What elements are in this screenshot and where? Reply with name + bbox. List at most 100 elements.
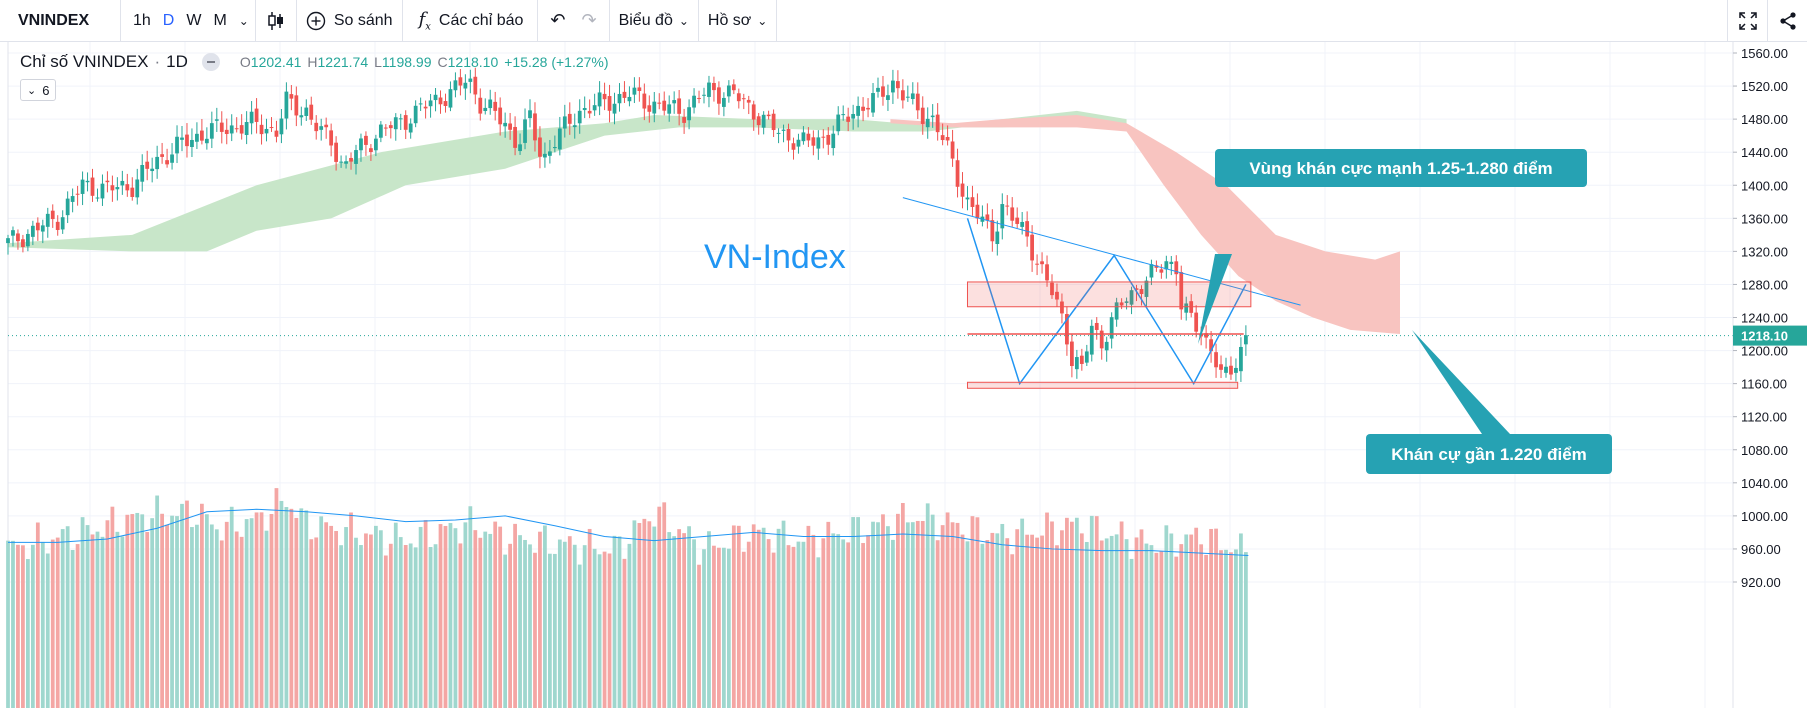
- interval-w[interactable]: W: [186, 11, 202, 29]
- candle-body: [627, 96, 632, 102]
- volume-bar: [662, 502, 667, 708]
- interval-1h[interactable]: 1h: [133, 11, 151, 29]
- volume-bar: [483, 531, 488, 708]
- candle-body: [702, 94, 706, 96]
- interval-d[interactable]: D: [162, 11, 175, 29]
- callout-pointer: [1198, 254, 1232, 344]
- volume-bar: [707, 531, 711, 708]
- volume-bar: [995, 533, 1000, 708]
- volume-bar: [80, 517, 85, 708]
- candle-body: [125, 184, 130, 191]
- volume-bar: [746, 541, 751, 708]
- indicators-button[interactable]: fx Các chỉ báo: [403, 0, 538, 42]
- volume-bar: [722, 547, 726, 708]
- volume-bar: [16, 544, 20, 708]
- volume-bar: [796, 541, 801, 708]
- candle-body: [1040, 261, 1044, 265]
- candle-body: [309, 104, 314, 120]
- symbol-button[interactable]: VNINDEX: [18, 11, 90, 29]
- volume-bar: [607, 553, 612, 708]
- chevron-down-icon[interactable]: ⌄: [238, 13, 249, 28]
- volume-bar: [115, 531, 120, 708]
- candle-body: [259, 124, 264, 135]
- volume-bar: [647, 521, 652, 708]
- volume-bar: [160, 513, 164, 708]
- volume-bar: [473, 530, 478, 708]
- volume-bar: [180, 503, 184, 708]
- candle-body: [697, 97, 701, 99]
- plus-circle-icon: [306, 11, 326, 30]
- volume-bar: [289, 508, 294, 708]
- volume-bar: [960, 534, 965, 708]
- indicators-collapse-button[interactable]: ⌄ 6: [20, 79, 57, 101]
- candle-style-button[interactable]: [256, 0, 296, 42]
- candle-body: [70, 196, 75, 202]
- legend-open-value: 1202.41: [250, 54, 302, 70]
- candle-body: [180, 137, 184, 140]
- candle-body: [886, 95, 890, 100]
- fullscreen-button[interactable]: [1727, 0, 1767, 42]
- candle-body: [920, 107, 925, 124]
- volume-bar: [40, 541, 45, 708]
- volume-bar: [304, 510, 309, 708]
- candle-body: [1079, 355, 1084, 364]
- price-chart[interactable]: VN-Index Vùng khán cực mạnh 1.25-1.280 đ…: [0, 42, 1807, 708]
- volume-bar: [1055, 545, 1059, 708]
- volume-bar: [682, 533, 686, 708]
- volume-bar: [50, 539, 55, 708]
- share-button[interactable]: [1767, 0, 1807, 42]
- candle-body: [1204, 333, 1208, 338]
- volume-bar: [856, 517, 860, 708]
- candle-body: [1010, 207, 1015, 221]
- candle-body: [756, 116, 761, 126]
- volume-bar: [1139, 529, 1144, 708]
- candle-body: [896, 81, 900, 89]
- volume-bar: [190, 527, 194, 708]
- candle-body: [1065, 314, 1069, 345]
- candle-body: [533, 113, 537, 141]
- right-tools: [1727, 0, 1807, 42]
- candle-body: [1030, 234, 1034, 261]
- volume-bar: [627, 543, 632, 708]
- volume-bars: [6, 488, 1248, 708]
- volume-bar: [766, 539, 771, 708]
- volume-bar: [329, 525, 334, 708]
- volume-bar: [274, 488, 279, 708]
- volume-bar: [816, 557, 821, 708]
- redo-icon[interactable]: ↷: [581, 10, 597, 30]
- profile-dropdown[interactable]: Hồ sơ ⌄: [699, 0, 776, 42]
- candle-body: [1209, 339, 1213, 352]
- volume-bar: [736, 525, 741, 708]
- volume-bar: [1149, 545, 1154, 708]
- candle-body: [672, 100, 677, 104]
- candle-body: [443, 101, 448, 106]
- candle-body: [100, 183, 105, 199]
- last-price-tag-label: 1218.10: [1741, 329, 1788, 344]
- volume-bar: [1074, 517, 1079, 708]
- undo-icon[interactable]: ↶: [550, 10, 566, 30]
- volume-bar: [950, 522, 955, 708]
- candle-body: [65, 198, 70, 216]
- volume-bar: [891, 539, 895, 708]
- hide-legend-icon[interactable]: [201, 53, 220, 71]
- volume-bar: [965, 541, 970, 708]
- volume-bar: [1065, 517, 1069, 708]
- volume-bar: [900, 503, 905, 708]
- interval-m[interactable]: M: [213, 11, 227, 29]
- volume-bar: [349, 512, 353, 708]
- volume-bar: [264, 530, 269, 708]
- volume-bar: [652, 526, 657, 708]
- volume-bar: [866, 535, 870, 708]
- volume-bar: [423, 520, 428, 708]
- volume-bar: [1209, 528, 1213, 708]
- volume-bar: [85, 525, 90, 708]
- ichimoku-cloud-red: [890, 114, 1400, 335]
- chart-type-dropdown[interactable]: Biểu đồ ⌄: [610, 0, 698, 42]
- volume-bar: [557, 539, 562, 708]
- volume-bar: [552, 553, 557, 708]
- candle-body: [314, 122, 319, 132]
- volume-ma-line: [8, 508, 1249, 557]
- candle-body: [408, 123, 413, 133]
- legend-close: C1218.10: [438, 54, 499, 70]
- compare-button[interactable]: So sánh: [297, 0, 402, 42]
